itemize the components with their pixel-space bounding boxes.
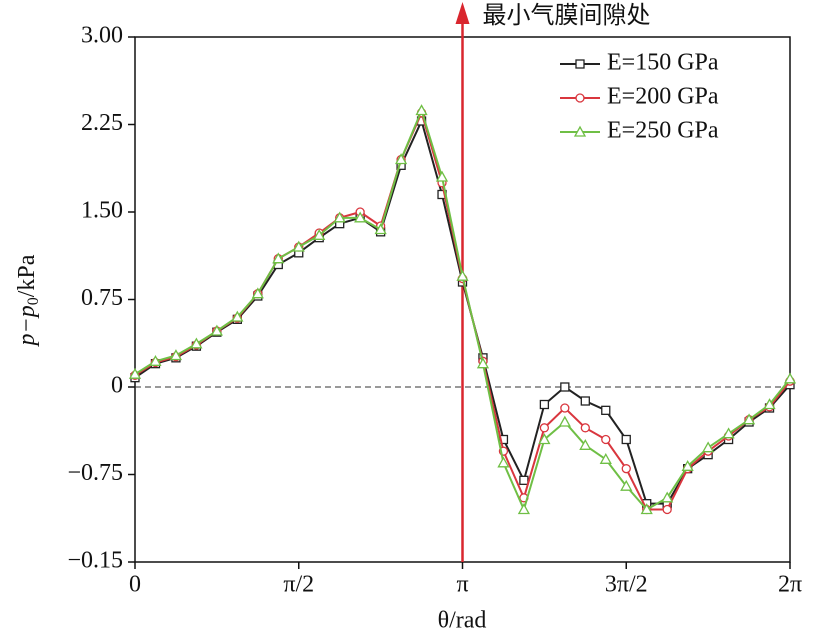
marker [210,324,223,336]
x-tick-label: π/2 [283,572,314,598]
marker [662,504,672,515]
marker [169,349,183,361]
marker [517,503,531,515]
marker [497,456,510,468]
y-label-main: p−p [14,305,40,347]
marker [519,475,529,485]
marker [415,104,428,116]
marker [538,433,551,445]
marker [601,405,611,415]
y-axis-label: p−p0/kPa [14,254,42,347]
y-tick-label: 1.50 [81,198,123,224]
x-tick-label: 3π/2 [605,572,648,598]
marker [742,413,756,425]
marker [661,491,674,503]
marker [621,464,631,474]
y-label-sub: 0 [25,297,42,305]
legend-marker [573,125,587,137]
marker [580,423,590,433]
marker [783,372,797,384]
marker [560,403,570,413]
x-tick-label: 2π [778,572,802,598]
marker [620,479,633,491]
marker [621,434,631,445]
y-label-unit: /kPa [14,254,40,297]
marker [681,459,694,471]
marker [128,367,142,379]
y-tick-label: −0.15 [67,548,123,574]
marker [231,310,244,322]
marker [722,427,735,439]
marker [313,228,326,240]
legend-label: E=200 GPa [607,84,719,110]
marker [374,223,387,235]
legend-label: E=150 GPa [607,50,719,76]
marker [272,252,285,264]
marker [640,503,653,515]
y-tick-label: 3.00 [81,23,123,49]
marker [539,399,550,410]
marker [149,354,162,366]
marker [702,441,715,453]
x-tick-label: π [456,572,468,598]
marker [292,240,305,252]
legend-label: E=250 GPa [607,118,719,144]
marker [394,153,408,165]
marker [333,211,346,223]
legend-marker [575,93,585,103]
marker [354,211,367,223]
marker [599,452,612,464]
marker [558,415,571,427]
marker [763,398,776,410]
marker [560,382,570,392]
y-tick-label: 2.25 [81,110,123,136]
y-tick-label: 0 [111,373,123,399]
marker [580,396,590,406]
x-axis-label: θ/rad [438,608,487,634]
marker [601,434,611,445]
x-tick-label: 0 [129,572,141,598]
y-tick-label: 0.75 [81,285,123,311]
legend-marker [575,59,585,69]
marker [251,287,264,299]
y-tick-label: −0.75 [67,460,123,486]
annotation-arrow [455,2,470,24]
marker [435,170,449,182]
marker [579,438,592,450]
marker [456,269,469,281]
marker [539,423,550,433]
marker [476,357,490,369]
marker [190,337,203,349]
annotation-text: 最小气膜间隙处 [483,1,651,29]
